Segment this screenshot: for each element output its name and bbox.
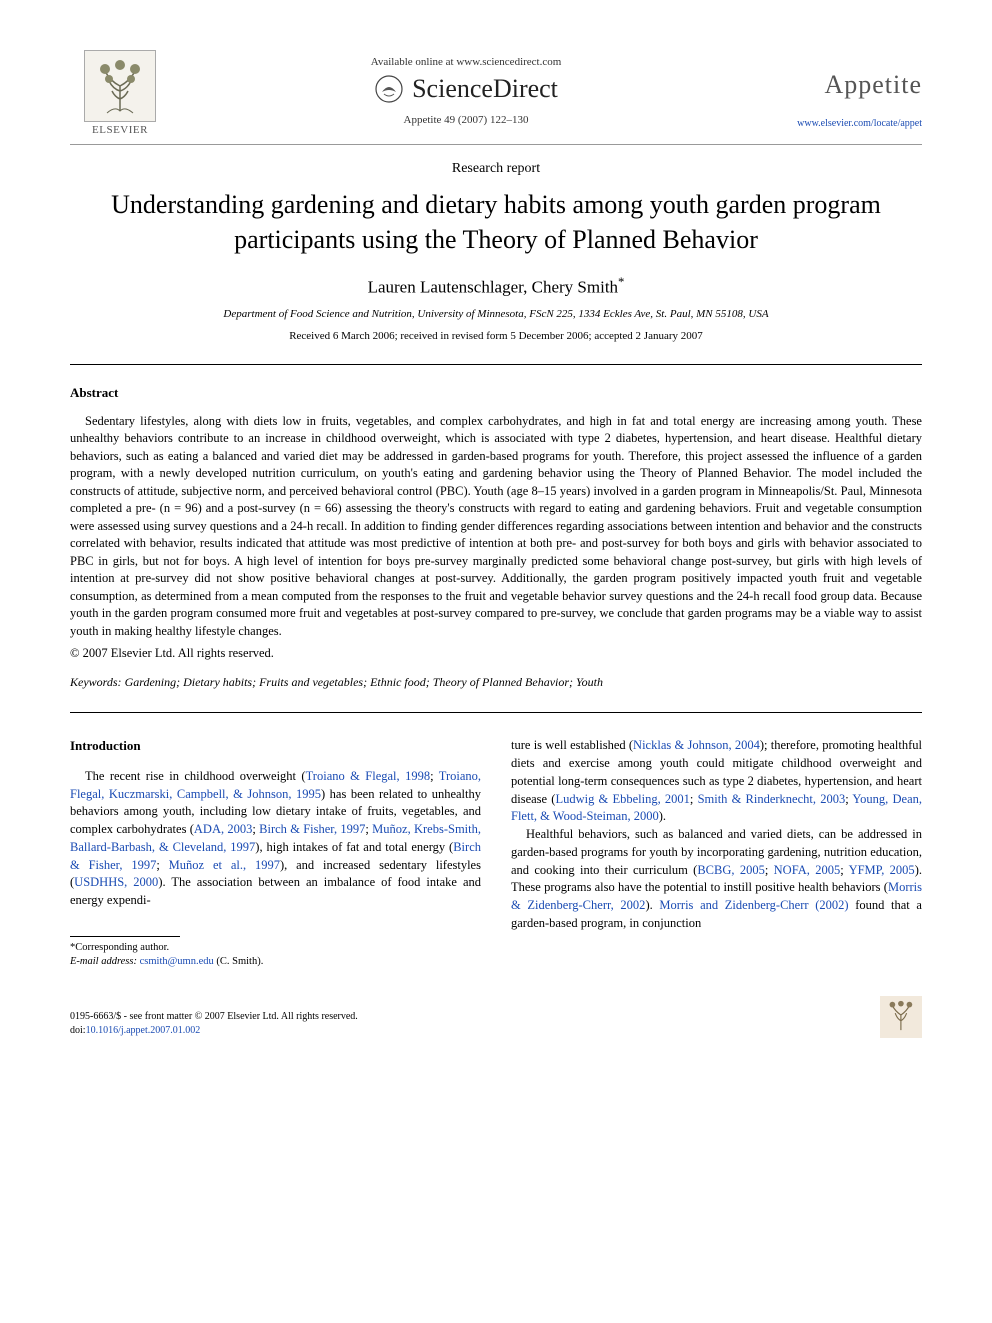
corner-logo-icon (880, 996, 922, 1038)
article-type: Research report (70, 161, 922, 177)
column-right: ture is well established (Nicklas & John… (511, 737, 922, 970)
footer-copy: 0195-6663/$ - see front matter © 2007 El… (70, 1010, 358, 1038)
ref-link[interactable]: Muñoz et al., 1997 (169, 858, 280, 872)
footnote-rule (70, 936, 180, 937)
elsevier-tree-icon (84, 50, 156, 122)
elsevier-label: ELSEVIER (70, 124, 170, 136)
abstract-bottom-rule (70, 712, 922, 713)
email-link[interactable]: csmith@umn.edu (140, 956, 214, 967)
intro-heading: Introduction (70, 737, 481, 755)
email-label: E-mail address: (70, 956, 137, 967)
journal-name: Appetite (762, 70, 922, 100)
article-title: Understanding gardening and dietary habi… (90, 187, 902, 257)
availability-line: Available online at www.sciencedirect.co… (170, 56, 762, 68)
publisher-logo-block: ELSEVIER (70, 50, 170, 136)
email-line: E-mail address: csmith@umn.edu (C. Smith… (70, 955, 481, 970)
doi-link[interactable]: 10.1016/j.appet.2007.01.002 (86, 1025, 201, 1036)
ref-link[interactable]: ADA, 2003 (194, 822, 253, 836)
column-left: Introduction The recent rise in childhoo… (70, 737, 481, 970)
abstract-copyright: © 2007 Elsevier Ltd. All rights reserved… (70, 646, 922, 661)
authors: Lauren Lautenschlager, Chery Smith* (70, 275, 922, 298)
citation-line: Appetite 49 (2007) 122–130 (170, 114, 762, 126)
sciencedirect-icon (374, 74, 404, 104)
ref-link[interactable]: YFMP, 2005 (849, 863, 915, 877)
ref-link[interactable]: BCBG, 2005 (697, 863, 765, 877)
header-rule (70, 144, 922, 145)
journal-block: Appetite www.elsevier.com/locate/appet (762, 50, 922, 129)
intro-paragraph-1: The recent rise in childhood overweight … (70, 768, 481, 910)
journal-url[interactable]: www.elsevier.com/locate/appet (762, 118, 922, 129)
footnote-block: *Corresponding author. E-mail address: c… (70, 941, 481, 970)
abstract-heading: Abstract (70, 385, 922, 401)
ref-link[interactable]: Birch & Fisher, 1997 (259, 822, 365, 836)
abstract-body: Sedentary lifestyles, along with diets l… (70, 413, 922, 641)
sciencedirect-brand: ScienceDirect (170, 74, 762, 104)
footer-doi-line: doi:10.1016/j.appet.2007.01.002 (70, 1024, 358, 1038)
ref-link[interactable]: NOFA, 2005 (774, 863, 841, 877)
corresponding-marker: * (618, 275, 624, 289)
sciencedirect-text: ScienceDirect (412, 74, 558, 104)
keywords-list: Gardening; Dietary habits; Fruits and ve… (125, 675, 603, 689)
footer-line1: 0195-6663/$ - see front matter © 2007 El… (70, 1010, 358, 1024)
keywords-line: Keywords: Gardening; Dietary habits; Fru… (70, 675, 922, 690)
body-columns: Introduction The recent rise in childhoo… (70, 737, 922, 970)
ref-link[interactable]: Ludwig & Ebbeling, 2001 (555, 792, 689, 806)
abstract-top-rule (70, 364, 922, 365)
header-center: Available online at www.sciencedirect.co… (170, 50, 762, 126)
ref-link[interactable]: Nicklas & Johnson, 2004 (633, 738, 760, 752)
affiliation: Department of Food Science and Nutrition… (70, 308, 922, 320)
ref-link[interactable]: Smith & Rinderknecht, 2003 (698, 792, 846, 806)
intro-paragraph-2: Healthful behaviors, such as balanced an… (511, 826, 922, 933)
author-names: Lauren Lautenschlager, Chery Smith (368, 278, 618, 297)
article-dates: Received 6 March 2006; received in revis… (70, 330, 922, 342)
corresponding-author-note: *Corresponding author. (70, 941, 481, 956)
keywords-label: Keywords: (70, 675, 122, 689)
ref-link[interactable]: USDHHS, 2000 (74, 875, 158, 889)
ref-link[interactable]: Troiano & Flegal, 1998 (306, 769, 430, 783)
email-tail: (C. Smith). (214, 956, 264, 967)
footer-row: 0195-6663/$ - see front matter © 2007 El… (70, 996, 922, 1038)
intro-paragraph-1-cont: ture is well established (Nicklas & John… (511, 737, 922, 826)
ref-link[interactable]: Morris and Zidenberg-Cherr (2002) (659, 898, 848, 912)
header-row: ELSEVIER Available online at www.science… (70, 50, 922, 136)
doi-label: doi: (70, 1025, 86, 1036)
